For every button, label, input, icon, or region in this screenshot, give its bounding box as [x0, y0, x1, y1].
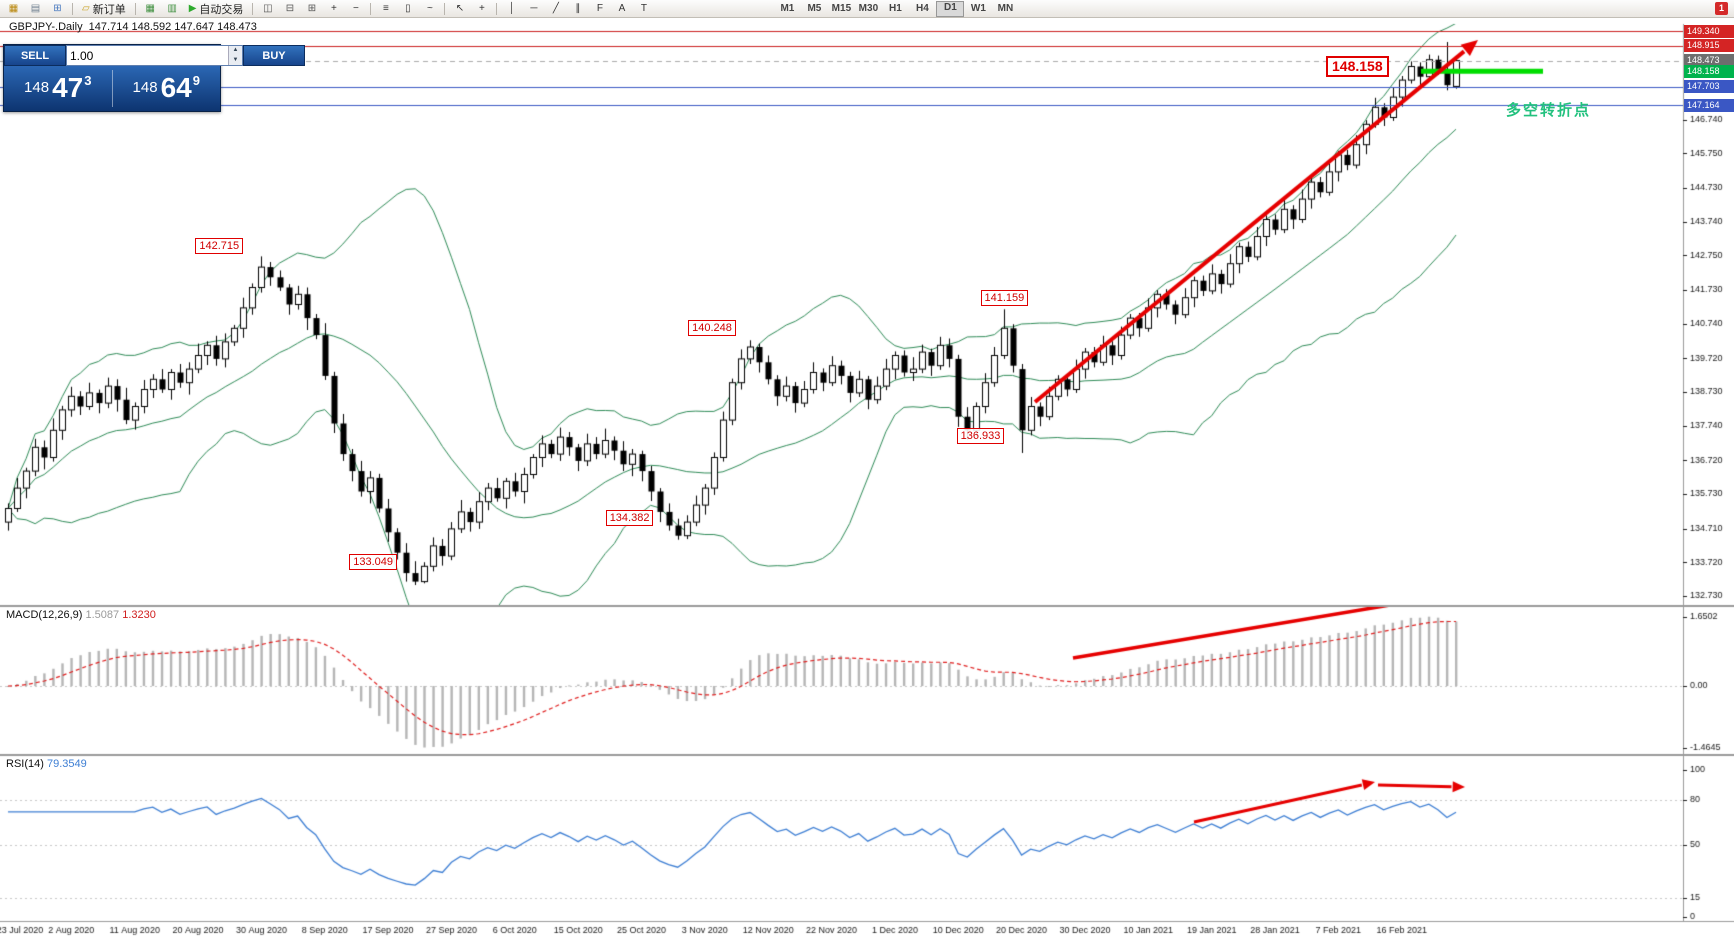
cascade-windows-icon[interactable]: ◫ — [263, 3, 273, 14]
timeframe-button-MN[interactable]: MN — [997, 2, 1014, 14]
macd-value: 1.5087 — [85, 609, 120, 621]
toolbar-separator — [252, 2, 254, 15]
bid-sup: 3 — [84, 73, 92, 88]
ask-base: 148 — [132, 79, 158, 96]
swing-label: 136.933 — [956, 427, 1005, 444]
swing-label: 141.159 — [980, 290, 1029, 307]
rsi-label: RSI(14) 79.3549 — [6, 758, 87, 770]
channel-icon[interactable]: ∥ — [575, 3, 581, 14]
new-order-button-icon: ▱ — [82, 3, 90, 14]
timeframe-button-H1[interactable]: H1 — [889, 2, 902, 14]
auto-trading-button[interactable]: ▶ 自动交易 — [184, 1, 249, 17]
chart-window-icon[interactable]: ▦ — [145, 3, 155, 14]
zoom-out-icon[interactable]: − — [352, 3, 359, 14]
candlestick-chart-icon[interactable]: ▯ — [405, 3, 411, 14]
timeframe-button-M5[interactable]: M5 — [807, 2, 822, 14]
ask-sup: 9 — [192, 73, 200, 88]
crosshair-icon[interactable]: + — [478, 3, 485, 14]
ask-price[interactable]: 148 64 9 — [113, 66, 221, 111]
notification-badge[interactable]: 1 — [1715, 2, 1728, 15]
ask-pips: 64 — [160, 72, 192, 103]
tile-horizontal-icon[interactable]: ⊟ — [285, 3, 295, 14]
annotation-note: 多空转折点 — [1506, 102, 1592, 119]
market-watch-icon[interactable]: ⊞ — [53, 3, 62, 14]
cursor-icon[interactable]: ↖ — [455, 3, 465, 14]
bid-base: 148 — [24, 79, 50, 96]
toolbar-spacer — [655, 8, 773, 9]
swing-label: 133.049 — [349, 554, 398, 571]
toolbar-separator — [496, 2, 498, 15]
profiles-icon[interactable]: ▤ — [30, 3, 41, 14]
zoom-in-icon[interactable]: + — [330, 3, 337, 14]
price-divider — [111, 70, 113, 107]
timeframe-button-W1[interactable]: W1 — [970, 2, 986, 14]
text-icon[interactable]: A — [618, 3, 626, 14]
toolbar-separator — [72, 2, 73, 15]
trendline-icon[interactable]: ╱ — [552, 3, 559, 14]
toolbar-separator — [444, 2, 446, 15]
toolbar-separator — [370, 2, 372, 15]
macd-signal-value: 1.3230 — [122, 609, 156, 621]
new-order-button-label: 新订单 — [92, 3, 126, 16]
tile-vertical-icon[interactable]: ⊞ — [307, 3, 317, 14]
auto-trading-button-icon: ▶ — [188, 3, 197, 14]
sell-button[interactable]: SELL — [4, 45, 66, 66]
volume-input[interactable] — [67, 46, 228, 65]
main-toolbar: ▦ ▤ ⊞ ▱ 新订单 ▦ ▥ ▶ 自动交易 ◫ ⊟ ⊞ + − ≡ ▯ ~ ↖ + │ ─ ╱ ∥ F A T M1 M5 M15 M3… — [0, 0, 1734, 18]
auto-trading-button-label: 自动交易 — [199, 3, 244, 16]
price-tag: 147.164 — [1684, 98, 1734, 112]
new-chart-icon[interactable]: ▦ — [8, 3, 19, 14]
volume-down-icon[interactable]: ▼ — [229, 55, 242, 65]
swing-label: 142.715 — [195, 238, 244, 255]
timeframe-button-M30[interactable]: M30 — [858, 2, 879, 14]
swing-label: 140.248 — [688, 320, 736, 337]
fibonacci-icon[interactable]: F — [596, 3, 603, 14]
volume-up-icon[interactable]: ▲ — [229, 46, 242, 56]
swing-label: 134.382 — [605, 509, 654, 526]
price-tag: 149.340 — [1684, 24, 1734, 38]
rsi-name: RSI(14) — [6, 758, 44, 770]
price-tag: 148.158 — [1684, 64, 1734, 78]
one-click-trading-widget: SELL ▲ ▼ BUY 148 47 3 148 64 9 — [3, 44, 305, 112]
price-tag: 147.703 — [1684, 80, 1734, 94]
arrows-tool-icon[interactable]: T — [640, 3, 647, 14]
volume-stepper[interactable]: ▲ ▼ — [228, 46, 242, 65]
new-order-button[interactable]: ▱ 新订单 — [77, 1, 131, 17]
breakout-level-label: 148.158 — [1326, 56, 1389, 77]
timeframe-button-D1[interactable]: D1 — [936, 0, 965, 17]
macd-label: MACD(12,26,9) 1.5087 1.3230 — [6, 609, 156, 621]
vertical-line-icon[interactable]: │ — [508, 3, 516, 14]
timeframe-button-H4[interactable]: H4 — [916, 2, 929, 14]
volume-box: ▲ ▼ — [66, 45, 243, 66]
history-center-icon[interactable]: ▥ — [167, 3, 177, 14]
line-chart-icon[interactable]: ~ — [426, 3, 433, 14]
horizontal-line-icon[interactable]: ─ — [530, 3, 538, 14]
symbol-ohlc-info: GBPJPY-.Daily 147.714 148.592 147.647 14… — [9, 21, 257, 33]
toolbar-separator — [134, 2, 136, 15]
timeframe-button-M1[interactable]: M1 — [780, 2, 795, 14]
buy-button[interactable]: BUY — [243, 45, 305, 66]
rsi-value: 79.3549 — [46, 758, 87, 770]
price-tag: 148.473 — [1684, 54, 1734, 68]
timeframe-button-M15[interactable]: M15 — [831, 2, 852, 14]
macd-name: MACD(12,26,9) — [6, 609, 83, 621]
bid-price[interactable]: 148 47 3 — [4, 66, 112, 111]
bid-pips: 47 — [52, 72, 84, 103]
price-tag: 148.915 — [1684, 39, 1734, 53]
bar-chart-icon[interactable]: ≡ — [382, 3, 389, 14]
